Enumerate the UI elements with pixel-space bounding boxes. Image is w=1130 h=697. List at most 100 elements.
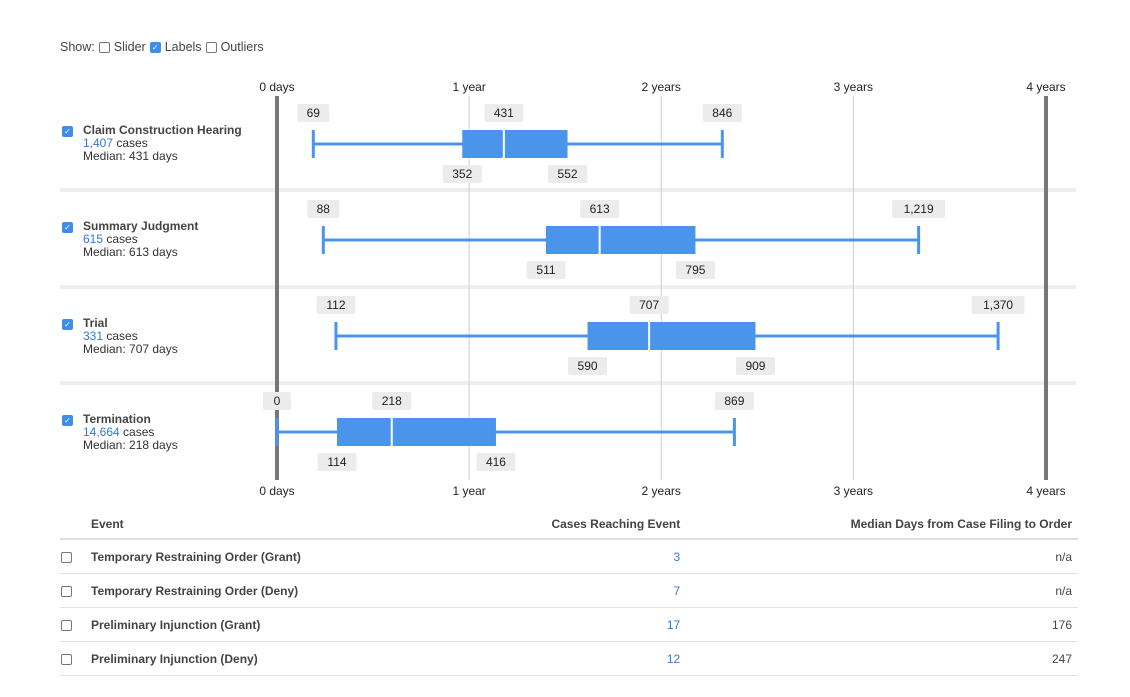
value-label-bg	[548, 165, 588, 183]
events-table: Event Cases Reaching Event Median Days f…	[60, 510, 1078, 676]
row-separator	[60, 381, 1076, 385]
value-label-bg	[735, 357, 775, 375]
show-controls: Show: Slider ✓ Labels Outliers	[60, 40, 264, 54]
median-days: 247	[686, 641, 1078, 676]
row-median: Median: 431 days	[83, 149, 178, 163]
event-name: Temporary Restraining Order (Grant)	[90, 539, 454, 574]
iqr-box	[462, 130, 568, 158]
header-event[interactable]: Event	[90, 510, 454, 540]
tick-label-bottom: 1 year	[452, 484, 485, 498]
slider-label[interactable]: Slider	[113, 40, 146, 54]
tick-label-bottom: 4 years	[1026, 484, 1065, 498]
iqr-box	[545, 226, 696, 254]
row-checkbox[interactable]: ✓	[62, 415, 73, 426]
slider-checkbox[interactable]	[98, 41, 110, 53]
cases-suffix: cases	[123, 425, 155, 439]
row-label-0: ✓ Claim Construction Hearing 1,407 cases…	[62, 124, 242, 163]
value-label-bg	[568, 357, 608, 375]
row-checkbox[interactable]	[61, 585, 72, 597]
tick-label-top: 3 years	[834, 80, 873, 94]
tick-label-bottom: 2 years	[642, 484, 681, 498]
cases-link[interactable]: 1,407	[83, 136, 114, 150]
value-label: 112	[326, 298, 345, 312]
event-name: Temporary Restraining Order (Deny)	[90, 573, 454, 608]
outliers-label[interactable]: Outliers	[220, 40, 264, 54]
value-label: 69	[307, 106, 321, 120]
row-median: Median: 218 days	[83, 438, 178, 452]
value-label: 846	[712, 106, 732, 120]
row-median: Median: 613 days	[83, 245, 178, 259]
value-label: 1,219	[904, 202, 934, 216]
tick-label-top: 4 years	[1026, 80, 1065, 94]
table-row: Temporary Restraining Order (Grant) 3 n/a	[60, 539, 1078, 574]
row-checkbox[interactable]	[61, 551, 72, 563]
value-label-bg	[297, 104, 330, 122]
row-checkbox[interactable]	[61, 653, 72, 665]
value-label: 352	[452, 167, 472, 181]
cases-link[interactable]: 14,664	[83, 425, 120, 439]
cases-suffix: cases	[106, 329, 138, 343]
row-checkbox[interactable]: ✓	[62, 222, 73, 233]
event-name: Preliminary Injunction (Deny)	[90, 641, 454, 676]
value-label-bg	[263, 392, 291, 410]
value-label: 88	[317, 202, 331, 216]
value-label-bg	[580, 200, 620, 218]
row-checkbox[interactable]: ✓	[62, 319, 73, 330]
value-label: 613	[590, 202, 610, 216]
cases-link[interactable]: 17	[453, 607, 687, 642]
labels-label[interactable]: Labels	[164, 40, 202, 54]
row-checkbox[interactable]: ✓	[62, 126, 73, 137]
value-label-bg	[316, 296, 356, 314]
header-median[interactable]: Median Days from Case Filing to Order	[686, 510, 1078, 540]
value-label-bg	[714, 392, 754, 410]
cases-link[interactable]: 7	[453, 573, 687, 608]
table-row: Temporary Restraining Order (Deny) 7 n/a	[60, 573, 1078, 608]
value-label: 795	[685, 263, 705, 277]
cases-suffix: cases	[116, 136, 148, 150]
cases-suffix: cases	[106, 232, 138, 246]
value-label-bg	[307, 200, 340, 218]
cases-link[interactable]: 331	[83, 329, 104, 343]
tick-label-top: 1 year	[452, 80, 485, 94]
header-cases[interactable]: Cases Reaching Event	[453, 510, 687, 540]
cases-link[interactable]: 3	[453, 539, 687, 574]
median-days: 176	[686, 607, 1078, 642]
value-label-bg	[892, 200, 946, 218]
value-label-bg	[442, 165, 482, 183]
event-name: Preliminary Injunction (Grant)	[90, 607, 454, 642]
outliers-checkbox[interactable]	[205, 41, 217, 53]
tick-label-top: 0 days	[259, 80, 294, 94]
cases-link[interactable]: 12	[453, 641, 687, 676]
iqr-box	[337, 418, 496, 446]
value-label-bg	[675, 261, 715, 279]
row-name: Claim Construction Hearing	[83, 123, 242, 137]
value-label: 218	[382, 394, 402, 408]
value-label-bg	[702, 104, 742, 122]
labels-checkbox[interactable]: ✓	[149, 41, 161, 53]
value-label: 869	[724, 394, 744, 408]
value-label-bg	[526, 261, 566, 279]
table-row: Preliminary Injunction (Deny) 12 247	[60, 641, 1078, 676]
row-name: Summary Judgment	[83, 219, 199, 233]
table-row: Preliminary Injunction (Grant) 17 176	[60, 607, 1078, 642]
tick-label-bottom: 3 years	[834, 484, 873, 498]
value-label: 909	[745, 359, 765, 373]
row-median: Median: 707 days	[83, 342, 178, 356]
tick-label-top: 2 years	[642, 80, 681, 94]
value-label: 114	[327, 455, 346, 469]
row-label-1: ✓ Summary Judgment 615 cases Median: 613…	[62, 220, 198, 259]
row-checkbox[interactable]	[61, 619, 72, 631]
value-label-bg	[629, 296, 669, 314]
value-label: 707	[639, 298, 659, 312]
value-label: 431	[494, 106, 514, 120]
value-label: 416	[486, 455, 506, 469]
tick-label-bottom: 0 days	[259, 484, 294, 498]
value-label-bg	[372, 392, 412, 410]
value-label-bg	[971, 296, 1025, 314]
cases-link[interactable]: 615	[83, 232, 104, 246]
value-label: 552	[558, 167, 578, 181]
row-label-3: ✓ Termination 14,664 cases Median: 218 d…	[62, 413, 178, 452]
row-separator	[60, 285, 1076, 289]
value-label-bg	[317, 453, 357, 471]
